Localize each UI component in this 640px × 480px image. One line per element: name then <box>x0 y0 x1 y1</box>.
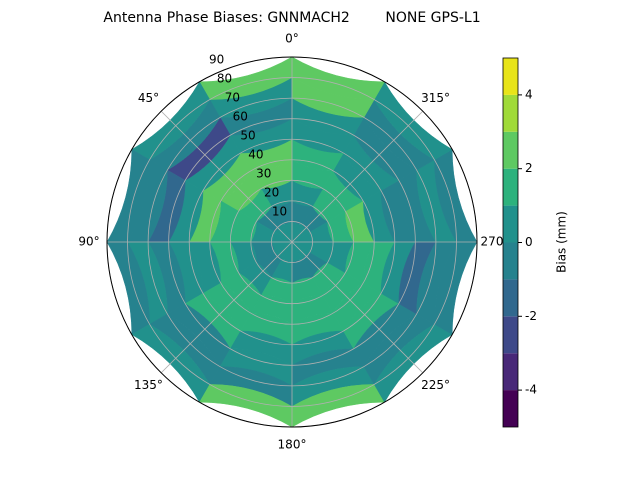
r-tick-label: 70 <box>225 90 240 104</box>
colorbar-band <box>503 390 518 427</box>
polar-frame <box>106 56 478 428</box>
r-tick-label: 20 <box>264 185 279 199</box>
theta-tick-label: 270° <box>481 235 510 249</box>
theta-tick-label: 315° <box>421 91 450 105</box>
colorbar-tick-label: -4 <box>525 383 537 397</box>
grid-spoke <box>291 241 424 374</box>
colorbar-tick-label: 4 <box>525 87 533 101</box>
grid-spoke <box>291 110 424 243</box>
theta-tick-label: 225° <box>421 378 450 392</box>
colorbar-band <box>503 168 518 206</box>
theta-tick-label: 180° <box>278 438 307 452</box>
grid-spoke <box>160 110 293 243</box>
r-tick-label: 60 <box>233 109 248 123</box>
colorbar-band <box>503 131 518 169</box>
theta-tick-label: 0° <box>285 32 299 46</box>
colorbar-band <box>503 94 518 132</box>
colorbar-band <box>503 205 518 243</box>
colorbar-band <box>503 58 518 95</box>
chart-title: Antenna Phase Biases: GNNMACH2 NONE GPS-… <box>103 10 480 26</box>
r-tick-label: 80 <box>217 71 232 85</box>
theta-tick-label: 90° <box>78 235 99 249</box>
colorbar-tick-label: 2 <box>525 161 533 175</box>
colorbar-tick-label: 0 <box>525 235 533 249</box>
r-tick-label: 30 <box>256 166 271 180</box>
colorbar-band <box>503 316 518 354</box>
theta-tick-label: 135° <box>134 378 163 392</box>
colorbar-label: Bias (mm) <box>555 211 569 273</box>
colorbar-tick-label: -2 <box>525 309 537 323</box>
grid-spoke <box>160 241 293 374</box>
colorbar-band <box>503 279 518 317</box>
r-tick-label: 50 <box>240 128 255 142</box>
r-tick-label: 10 <box>272 204 287 218</box>
colorbar-band <box>503 242 518 280</box>
theta-tick-label: 45° <box>138 91 159 105</box>
r-tick-label: 90 <box>209 52 224 66</box>
r-tick-label: 40 <box>248 147 263 161</box>
colorbar-band <box>503 353 518 391</box>
